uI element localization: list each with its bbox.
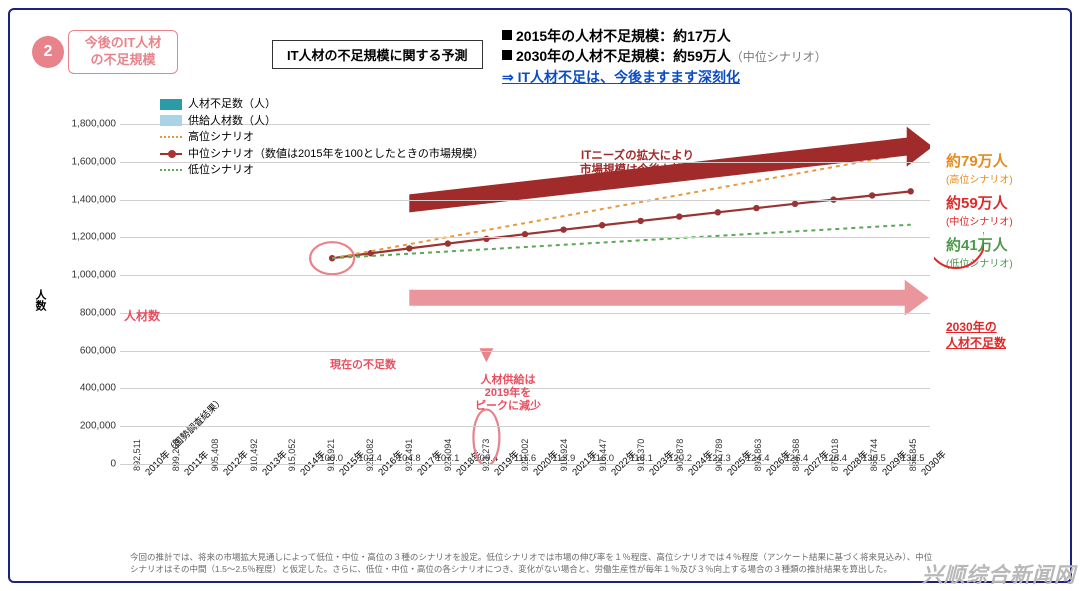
side-mid-sub: (中位シナリオ) xyxy=(946,213,1054,228)
side-high-val: 約79万人 xyxy=(946,150,1054,171)
bar-value-supply: 923,002 xyxy=(520,439,530,472)
legend-label-high: 高位シナリオ xyxy=(188,129,254,146)
bar-value-supply: 921,082 xyxy=(365,439,375,472)
summary-line3b: 今後ますます深刻化 xyxy=(614,69,740,85)
bar-value-supply: 910,492 xyxy=(249,439,259,472)
y-axis-label: 人数 xyxy=(32,289,48,311)
summary-line2b: 約59万人 xyxy=(673,48,731,64)
bullet-icon xyxy=(502,30,512,40)
x-tick-label: 2012年 xyxy=(219,447,251,479)
bullet-icon xyxy=(502,50,512,60)
side-2030-label: 2030年の人材不足数 xyxy=(946,320,1054,351)
legend-label-shortage: 人材不足数（人） xyxy=(188,96,276,113)
y-tick-label: 1,000,000 xyxy=(58,270,116,281)
side-annotations: 約79万人 (高位シナリオ) 約59万人 (中位シナリオ) 約41万人 (低位シ… xyxy=(946,150,1054,351)
legend-line-high xyxy=(160,136,182,138)
bar-value-supply: 902,789 xyxy=(714,439,724,472)
bar-value-supply: 922,491 xyxy=(404,439,414,472)
gridline xyxy=(120,313,930,314)
gridline xyxy=(120,464,930,465)
gridline xyxy=(120,275,930,276)
bar-value-supply: 884,368 xyxy=(791,439,801,472)
y-tick-label: 0 xyxy=(58,459,116,470)
summary-line2c: （中位シナリオ） xyxy=(731,50,827,64)
chart-title-box: IT人材の不足規模に関する予測 xyxy=(272,40,483,69)
bar-value-supply: 916,447 xyxy=(598,439,608,472)
annotation-jinzaisu: 人材数 xyxy=(124,309,160,323)
gridline xyxy=(120,426,930,427)
x-tick-label: 2030年 xyxy=(917,447,949,479)
gridline xyxy=(120,351,930,352)
side-circle-icon xyxy=(934,232,984,282)
legend-line-low xyxy=(160,169,182,171)
bar-value-supply: 923,094 xyxy=(443,439,453,472)
bar-value-supply: 905,408 xyxy=(210,439,220,472)
x-tick-label: 2013年 xyxy=(258,447,290,479)
legend: 人材不足数（人） 供給人材数（人） 高位シナリオ 中位シナリオ（数値は2015年… xyxy=(160,96,484,179)
gridline xyxy=(120,200,930,201)
bar-value-supply: 915,052 xyxy=(287,439,297,472)
legend-line-mid xyxy=(160,153,182,155)
bar-value-supply: 919,924 xyxy=(559,439,569,472)
section-number-badge: 2 xyxy=(32,36,64,68)
summary-line1b: 約17万人 xyxy=(673,28,731,44)
y-tick-label: 800,000 xyxy=(58,307,116,318)
annotation-expand: ITニーズの拡大により市場規模は今後も拡大 xyxy=(580,149,695,178)
bar-value-supply: 912,370 xyxy=(636,439,646,472)
y-tick-label: 1,800,000 xyxy=(58,119,116,130)
y-tick-label: 200,000 xyxy=(58,421,116,432)
bar-value-supply: 865,744 xyxy=(869,439,879,472)
x-tick-label: 2011年 xyxy=(180,447,211,478)
legend-label-low: 低位シナリオ xyxy=(188,162,254,179)
summary-line3a: ⇒ IT人材不足は、 xyxy=(502,69,614,85)
watermark: 兴顺综合新闻网 xyxy=(922,559,1076,589)
bar-value-supply: 907,878 xyxy=(675,439,685,472)
chart-area: 人材不足数（人） 供給人材数（人） 高位シナリオ 中位シナリオ（数値は2015年… xyxy=(60,94,930,524)
bar-value-supply: 899,266 xyxy=(171,439,181,472)
gridline xyxy=(120,237,930,238)
summary-block: 2015年の人材不足規模：約17万人 2030年の人材不足規模：約59万人（中位… xyxy=(502,26,1052,87)
section-title-badge: 今後のIT人材の不足規模 xyxy=(68,30,178,74)
annotation-peak: 人材供給は2019年をピークに減少 xyxy=(475,374,541,414)
summary-line2a: 2030年の人材不足規模： xyxy=(516,48,673,64)
footnote-text: 今回の推計では、将来の市場拡大見通しによって低位・中位・高位の３種のシナリオを設… xyxy=(130,552,940,575)
y-tick-label: 400,000 xyxy=(58,383,116,394)
bar-value-supply: 923,273 xyxy=(481,439,491,472)
y-tick-label: 1,200,000 xyxy=(58,232,116,243)
slide-frame: 2 今後のIT人材の不足規模 IT人材の不足規模に関する予測 2015年の人材不… xyxy=(8,8,1072,583)
y-tick-label: 600,000 xyxy=(58,345,116,356)
bar-value-supply: 918,921 xyxy=(326,439,336,472)
summary-line1a: 2015年の人材不足規模： xyxy=(516,28,673,44)
bar-value-supply: 893,863 xyxy=(753,439,763,472)
legend-label-supply: 供給人材数（人） xyxy=(188,113,276,130)
side-high-sub: (高位シナリオ) xyxy=(946,171,1054,186)
y-tick-label: 1,600,000 xyxy=(58,156,116,167)
legend-swatch-shortage xyxy=(160,99,182,110)
legend-swatch-supply xyxy=(160,115,182,126)
annotation-current-shortage: 現在の不足数 xyxy=(330,359,396,372)
bar-value-supply: 892,511 xyxy=(132,439,142,471)
bar-value-supply: 856,845 xyxy=(908,439,918,472)
bar-value-supply: 875,018 xyxy=(830,439,840,472)
legend-label-mid: 中位シナリオ（数値は2015年を100としたときの市場規模） xyxy=(188,146,484,163)
side-mid-val: 約59万人 xyxy=(946,192,1054,213)
header: 2 今後のIT人材の不足規模 IT人材の不足規模に関する予測 2015年の人材不… xyxy=(22,22,1058,82)
y-tick-label: 1,400,000 xyxy=(58,194,116,205)
